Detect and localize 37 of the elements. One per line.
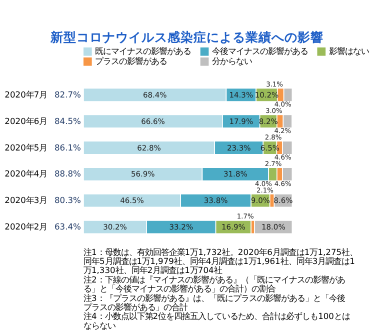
text: 注3：『プラスの影響がある』は、「既にプラスの影響がある」と「今後プラスの影響がある」の合計 [83, 292, 345, 312]
text: 注1：母数は、有効回答企業1万1,732社。2020年6月調査は1万1,275社、同年5月調査は1万1,979社、同年4月調査は1万1,961社、同年3月調査は1万1,330社、同年2月調査は1万704社 [83, 246, 358, 276]
y-tick-label: 2020年4月 [4, 168, 48, 179]
data-label: 8.6% [274, 196, 293, 206]
legend-label: 分からない [212, 56, 252, 66]
legend-label: 既にマイナスの影響がある [95, 46, 192, 56]
data-label: 31.8% [224, 170, 248, 179]
data-label: 16.9% [222, 222, 246, 232]
text: 86.1% [54, 142, 82, 152]
data-label: 62.8% [137, 143, 161, 152]
text: 88.8% [54, 168, 82, 179]
text: 80.3% [54, 195, 82, 206]
data-label: 33.8% [204, 196, 228, 206]
text: 82.7% [54, 89, 82, 100]
data-label: 68.4% [142, 90, 167, 100]
legend-label: 今後マイナスの影響がある [212, 46, 308, 56]
y-tick-label: 2020年5月 [4, 142, 48, 152]
legend-label: プラスの影響がある [95, 56, 168, 66]
text: 注4：小数点以下第2位を四捨五入しているため、合計は必ずしも100とはならない [83, 311, 350, 330]
data-label: 14.3% [229, 90, 254, 100]
y-tick-label: 2020年3月 [4, 195, 48, 206]
y-tick-label: 2020年6月 [4, 116, 48, 126]
y-tick-label: 2020年7月 [4, 89, 48, 100]
data-label: 33.2% [169, 222, 194, 232]
data-label: 30.2% [103, 222, 127, 232]
text: 63.4% [54, 222, 82, 232]
data-label: 23.3% [226, 143, 251, 152]
legend-label: 影響はない [328, 46, 369, 56]
text: 84.5% [54, 116, 82, 126]
data-label: 17.9% [229, 116, 254, 126]
data-label: 56.9% [130, 170, 155, 179]
chart-title: 新型コロナウイルス感染症による業績への影響 [50, 30, 324, 45]
text: 注2：下線の値は『マイナスの影響がある』（「既にマイナスの影響がある」と「今後マイナスの影響がある」の合計）の割合 [83, 274, 345, 294]
data-label: 66.6% [141, 116, 165, 126]
data-label: 18.0% [261, 222, 286, 232]
y-tick-label: 2020年2月 [4, 222, 48, 232]
data-label: 46.5% [120, 196, 144, 206]
